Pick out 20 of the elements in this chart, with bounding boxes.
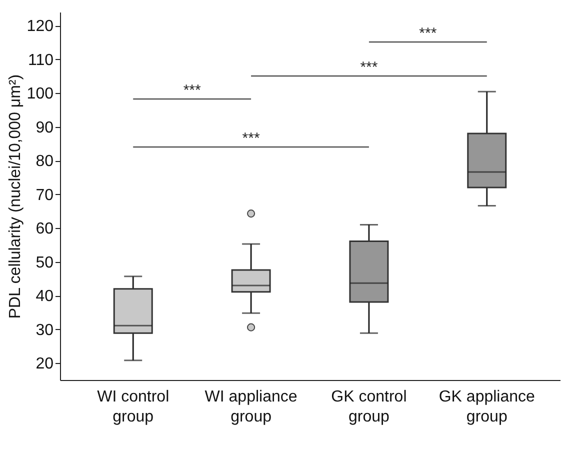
x-tick-label: GK control group [331,388,407,426]
y-tick-label: 50 [36,254,54,272]
y-tick-label: 90 [36,119,54,136]
annotation: *** [360,59,378,76]
y-tick-label: 110 [28,52,54,69]
y-tick-label: 120 [26,18,54,36]
y-tick-label: 60 [36,220,54,238]
annotation: *** [419,25,437,42]
y-tick-label: 20 [36,356,54,373]
y-tick-label: 30 [36,322,54,339]
y-axis-title: PDL cellularity (nuclei/10,000 μm²) [6,74,24,319]
y-tick-label: 100 [26,86,54,103]
annotation: *** [183,82,201,99]
y-tick-label: 70 [36,186,54,204]
x-tick-label: WI control group [97,388,170,426]
y-tick-label: 40 [36,288,54,306]
x-tick-label: WI appliance group [204,388,298,426]
annotation: *** [242,130,260,147]
x-tick-label: GK appliance group [438,388,536,426]
y-tick-label: 80 [36,153,54,170]
